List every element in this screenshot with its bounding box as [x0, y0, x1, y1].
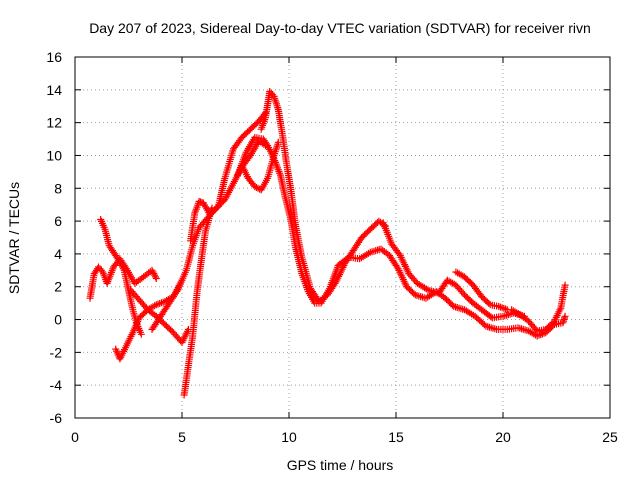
x-axis-label: GPS time / hours: [287, 457, 394, 473]
data-point: [150, 270, 158, 278]
data-point: [118, 261, 126, 269]
data-point: [561, 281, 569, 289]
data-point: [151, 271, 159, 279]
y-tick-label: 4: [54, 246, 62, 262]
grid-lines: [75, 57, 610, 418]
y-tick-label: 12: [46, 115, 62, 131]
data-point: [532, 325, 540, 333]
data-point: [502, 305, 510, 313]
y-tick-label: 14: [46, 82, 62, 98]
data-point: [149, 268, 157, 276]
data-point: [173, 288, 181, 296]
y-tick-label: 8: [54, 180, 62, 196]
y-tick-label: -6: [50, 410, 63, 426]
y-tick-label: -4: [50, 377, 63, 393]
y-tick-label: 16: [46, 49, 62, 65]
data-point: [152, 275, 160, 282]
y-tick-label: 10: [46, 147, 62, 163]
data-point: [495, 302, 503, 310]
data-points: [86, 88, 569, 399]
chart-title: Day 207 of 2023, Sidereal Day-to-day VTE…: [89, 20, 591, 36]
data-point: [97, 266, 105, 274]
data-point: [485, 299, 493, 307]
data-point: [151, 302, 159, 310]
data-point: [274, 138, 282, 146]
data-point: [137, 330, 145, 338]
x-tick-label: 20: [495, 429, 511, 445]
y-tick-label: 6: [54, 213, 62, 229]
data-point: [117, 260, 125, 268]
x-tick-label: 15: [388, 429, 404, 445]
tick-labels: 0 5 10 15 20 25 -6 -4 -2 0 2 4 6 8 10 12 14 16: [46, 49, 618, 445]
x-tick-label: 25: [602, 429, 618, 445]
data-point: [119, 263, 126, 271]
data-point: [561, 312, 569, 320]
data-point: [251, 183, 259, 191]
data-point: [152, 273, 159, 281]
data-point: [538, 330, 546, 338]
data-point: [269, 91, 277, 99]
data-point: [119, 265, 127, 273]
data-point: [159, 298, 167, 306]
plot-frame: [74, 56, 611, 419]
x-tick-label: 5: [178, 429, 186, 445]
data-point: [152, 301, 160, 309]
y-axis-label: SDTVAR / TECUs: [6, 182, 22, 294]
x-tick-label: 0: [71, 429, 79, 445]
y-tick-label: 2: [54, 279, 62, 295]
x-tick-label: 10: [281, 429, 297, 445]
y-tick-label: -2: [50, 344, 63, 360]
y-tick-label: 0: [54, 312, 62, 328]
